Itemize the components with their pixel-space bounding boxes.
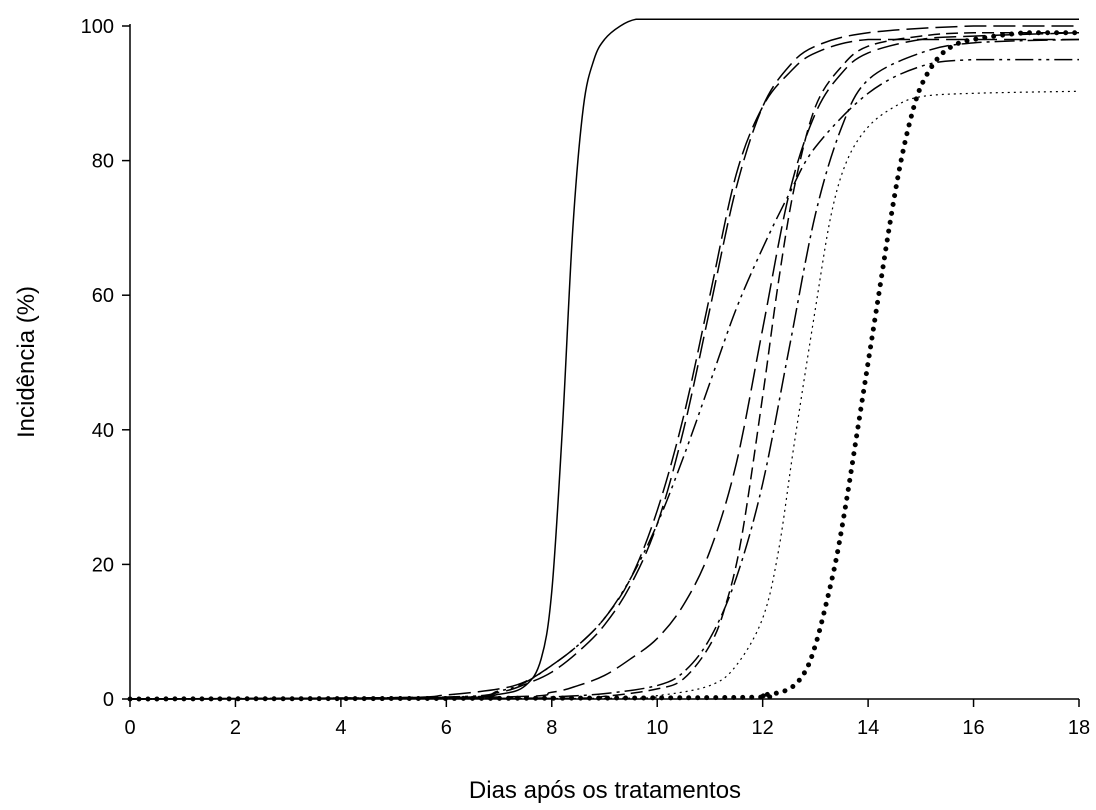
y-tick-label: 0 [103,689,114,711]
series-line-6 [129,38,1080,700]
series-line-8 [129,90,1080,700]
y-tick-label: 20 [92,554,114,576]
x-tick-label: 16 [962,717,984,739]
x-tick-label: 18 [1068,717,1090,739]
x-tick-label: 8 [546,717,557,739]
y-tick-label: 100 [81,16,114,38]
y-ticks: 0 20 40 60 80 100 [81,16,130,711]
x-ticks: 0 2 4 6 8 10 12 14 16 18 [124,699,1090,739]
y-tick-label: 80 [92,151,114,173]
y-tick-label: 40 [92,420,114,442]
x-tick-label: 2 [230,717,241,739]
plot-series [127,18,1082,702]
x-tick-label: 6 [441,717,452,739]
x-axis-label: Dias após os tratamentos [469,777,741,804]
x-tick-label: 0 [124,717,135,739]
series-line-7 [129,31,1079,700]
x-tick-label: 10 [646,717,668,739]
x-tick-label: 12 [752,717,774,739]
series-line-2 [129,38,1079,700]
y-axis-label: Incidência (%) [13,286,40,438]
x-tick-label: 4 [335,717,346,739]
series-line-1 [129,18,1079,700]
series-line-4 [129,58,1079,700]
y-tick-label: 60 [92,285,114,307]
axes: 0 2 4 6 8 10 12 14 16 18 0 20 40 60 80 100 [81,16,1091,739]
series-line-9 [127,30,1082,702]
series-line-3 [129,25,1079,700]
series-line-5 [129,31,1080,700]
x-tick-label: 14 [857,717,879,739]
